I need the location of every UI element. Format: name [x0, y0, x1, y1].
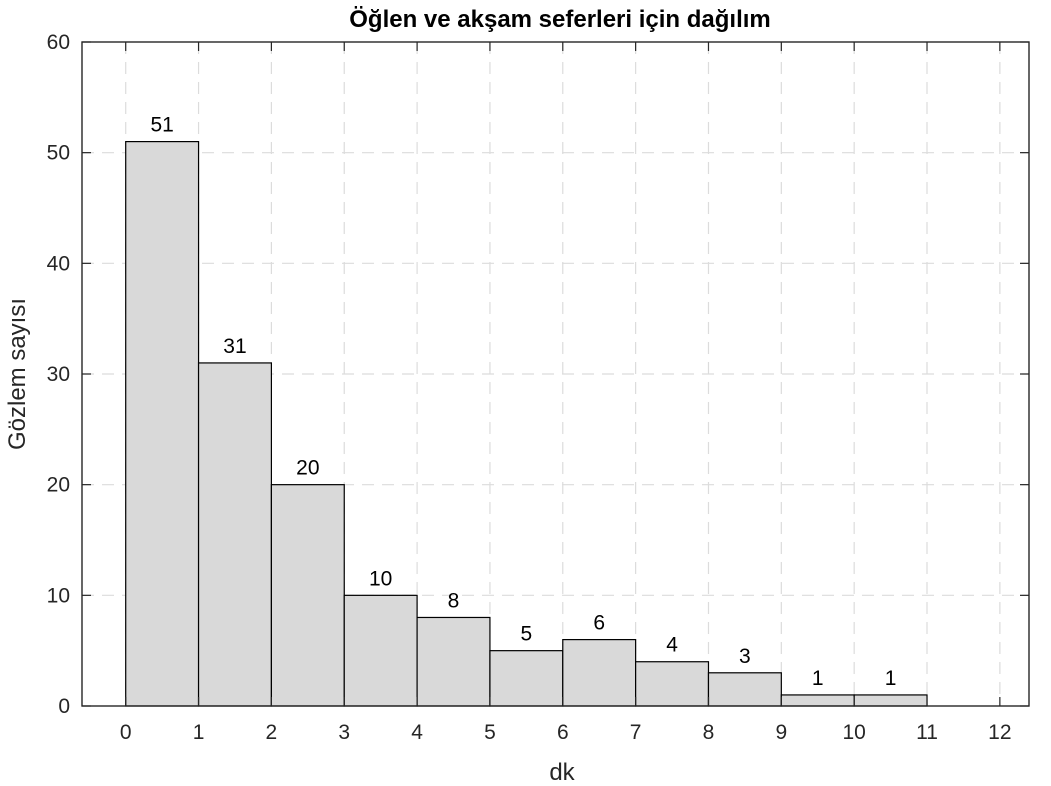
x-tick-label: 2: [266, 721, 278, 744]
x-tick-label: 11: [916, 721, 938, 744]
x-tick-label: 12: [988, 721, 1011, 744]
x-tick-label: 5: [484, 721, 496, 744]
x-tick-labels: 0 1 2 3 4 5 6 7 8 9 10 11 12: [120, 721, 1012, 744]
y-axis-label: Gözlem sayısı: [4, 298, 31, 450]
grid-lines: [82, 42, 1029, 706]
y-tick-labels: 0 10 20 30 40 50 60: [47, 31, 70, 718]
histogram-bar: [270, 484, 345, 707]
x-tick-label: 1: [193, 721, 205, 744]
x-tick-label: 9: [775, 721, 787, 744]
x-tick-label: 3: [338, 721, 350, 744]
y-tick-label: 50: [47, 142, 70, 165]
bar-data-label: 4: [666, 634, 678, 657]
y-tick-label: 10: [47, 584, 70, 607]
bar-data-label: 5: [521, 623, 533, 646]
bar-data-label: 31: [223, 335, 246, 358]
bar-data-label: 8: [448, 589, 460, 612]
x-axis-label: dk: [549, 759, 575, 786]
histogram-bar: [489, 650, 564, 707]
bar-data-label: 10: [369, 567, 392, 590]
bar-data-label: 6: [593, 612, 605, 635]
axis-ticks: [82, 41, 1029, 707]
histogram-bar: [780, 694, 855, 707]
bar-data-label: 51: [150, 114, 173, 137]
histogram-bar: [562, 638, 637, 707]
bar-data-label: 3: [739, 645, 751, 668]
histogram-bar: [416, 616, 491, 707]
bar-data-label: 1: [812, 667, 824, 690]
bars: [125, 141, 928, 707]
y-tick-label: 40: [47, 252, 70, 275]
x-tick-label: 10: [842, 721, 865, 744]
histogram-bar: [125, 141, 200, 707]
histogram-bar: [343, 594, 418, 707]
x-tick-label: 7: [630, 721, 642, 744]
y-tick-label: 60: [47, 31, 70, 54]
x-tick-label: 6: [557, 721, 569, 744]
y-tick-label: 30: [47, 363, 70, 386]
x-tick-label: 8: [703, 721, 715, 744]
histogram-bar: [707, 672, 782, 707]
bar-data-label: 20: [296, 457, 319, 480]
chart-title: Öğlen ve akşam seferleri için dağılım: [349, 6, 771, 33]
histogram-bar: [197, 362, 273, 707]
histogram-bar: [635, 661, 710, 707]
bar-data-label: 1: [885, 667, 897, 690]
histogram-bar: [853, 694, 928, 707]
y-tick-label: 0: [58, 695, 70, 718]
y-tick-label: 20: [47, 474, 70, 497]
x-tick-label: 0: [120, 721, 132, 744]
x-tick-label: 4: [411, 721, 423, 744]
